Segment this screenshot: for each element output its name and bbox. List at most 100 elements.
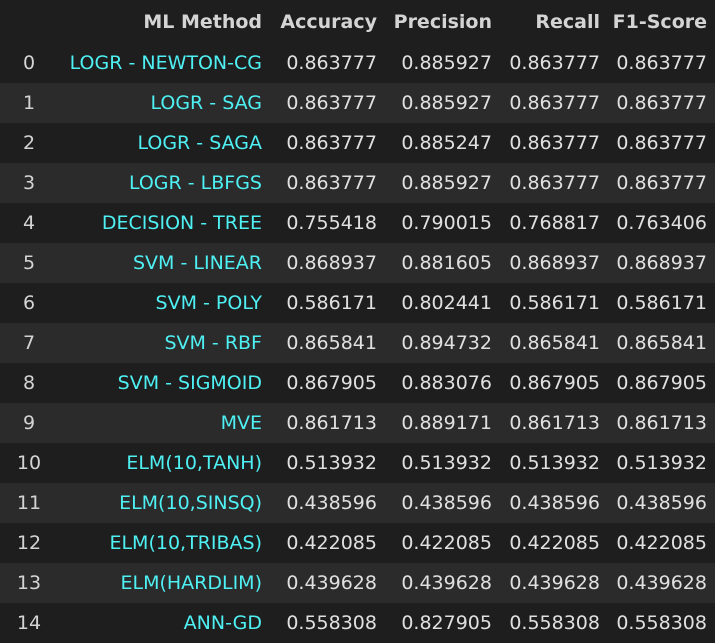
accuracy-cell: 0.439628 bbox=[286, 572, 377, 594]
recall-cell: 0.867905 bbox=[509, 372, 600, 394]
precision-cell: 0.439628 bbox=[401, 572, 492, 594]
table-row: 2 LOGR - SAGA 0.863777 0.885247 0.863777… bbox=[0, 123, 715, 163]
precision-cell: 0.885927 bbox=[401, 172, 492, 194]
f1-cell: 0.868937 bbox=[616, 252, 707, 274]
accuracy-cell: 0.868937 bbox=[286, 252, 377, 274]
header-ml-method: ML Method bbox=[58, 0, 270, 43]
recall-cell: 0.861713 bbox=[509, 412, 600, 434]
precision-cell: 0.889171 bbox=[401, 412, 492, 434]
recall-cell: 0.863777 bbox=[509, 92, 600, 114]
recall-cell: 0.768817 bbox=[509, 212, 600, 234]
table-row: 3 LOGR - LBFGS 0.863777 0.885927 0.86377… bbox=[0, 163, 715, 203]
row-index: 5 bbox=[22, 252, 36, 274]
method-cell: DECISION - TREE bbox=[101, 212, 262, 234]
recall-cell: 0.513932 bbox=[509, 452, 600, 474]
recall-cell: 0.439628 bbox=[509, 572, 600, 594]
row-index: 2 bbox=[22, 132, 36, 154]
method-cell: ELM(HARDLIM) bbox=[120, 572, 262, 594]
precision-cell: 0.885927 bbox=[401, 52, 492, 74]
table-row: 9 MVE 0.861713 0.889171 0.861713 0.86171… bbox=[0, 403, 715, 443]
accuracy-cell: 0.861713 bbox=[286, 412, 377, 434]
precision-cell: 0.885247 bbox=[401, 132, 492, 154]
method-cell: LOGR - SAGA bbox=[137, 132, 262, 154]
table-row: 4 DECISION - TREE 0.755418 0.790015 0.76… bbox=[0, 203, 715, 243]
f1-cell: 0.558308 bbox=[616, 612, 707, 634]
accuracy-cell: 0.863777 bbox=[286, 52, 377, 74]
recall-cell: 0.868937 bbox=[509, 252, 600, 274]
f1-cell: 0.863777 bbox=[616, 92, 707, 114]
accuracy-cell: 0.867905 bbox=[286, 372, 377, 394]
method-cell: ELM(10,TRIBAS) bbox=[109, 532, 262, 554]
method-cell: SVM - POLY bbox=[155, 292, 262, 314]
header-index bbox=[0, 0, 58, 43]
f1-cell: 0.863777 bbox=[616, 52, 707, 74]
recall-cell: 0.558308 bbox=[509, 612, 600, 634]
precision-cell: 0.790015 bbox=[401, 212, 492, 234]
header-precision: Precision bbox=[385, 0, 500, 43]
table-row: 11 ELM(10,SINSQ) 0.438596 0.438596 0.438… bbox=[0, 483, 715, 523]
f1-cell: 0.863777 bbox=[616, 172, 707, 194]
method-cell: SVM - SIGMOID bbox=[117, 372, 262, 394]
accuracy-cell: 0.863777 bbox=[286, 92, 377, 114]
f1-cell: 0.763406 bbox=[616, 212, 707, 234]
precision-cell: 0.881605 bbox=[401, 252, 492, 274]
precision-cell: 0.513932 bbox=[401, 452, 492, 474]
row-index: 11 bbox=[16, 492, 42, 514]
method-cell: ANN-GD bbox=[183, 612, 262, 634]
accuracy-cell: 0.863777 bbox=[286, 132, 377, 154]
method-cell: LOGR - NEWTON-CG bbox=[69, 52, 262, 74]
accuracy-cell: 0.513932 bbox=[286, 452, 377, 474]
recall-cell: 0.422085 bbox=[509, 532, 600, 554]
accuracy-cell: 0.865841 bbox=[286, 332, 377, 354]
f1-cell: 0.422085 bbox=[616, 532, 707, 554]
header-accuracy: Accuracy bbox=[270, 0, 385, 43]
accuracy-cell: 0.863777 bbox=[286, 172, 377, 194]
row-index: 13 bbox=[16, 572, 42, 594]
f1-cell: 0.861713 bbox=[616, 412, 707, 434]
f1-cell: 0.863777 bbox=[616, 132, 707, 154]
header-row: ML Method Accuracy Precision Recall F1-S… bbox=[0, 0, 715, 43]
precision-cell: 0.422085 bbox=[401, 532, 492, 554]
recall-cell: 0.865841 bbox=[509, 332, 600, 354]
table-row: 5 SVM - LINEAR 0.868937 0.881605 0.86893… bbox=[0, 243, 715, 283]
row-index: 6 bbox=[22, 292, 36, 314]
method-cell: LOGR - LBFGS bbox=[128, 172, 262, 194]
precision-cell: 0.883076 bbox=[401, 372, 492, 394]
table-row: 14 ANN-GD 0.558308 0.827905 0.558308 0.5… bbox=[0, 603, 715, 643]
f1-cell: 0.513932 bbox=[616, 452, 707, 474]
method-cell: ELM(10,SINSQ) bbox=[119, 492, 262, 514]
method-cell: LOGR - SAG bbox=[150, 92, 262, 114]
accuracy-cell: 0.755418 bbox=[286, 212, 377, 234]
recall-cell: 0.863777 bbox=[509, 132, 600, 154]
table-row: 13 ELM(HARDLIM) 0.439628 0.439628 0.4396… bbox=[0, 563, 715, 603]
row-index: 4 bbox=[22, 212, 36, 234]
table-row: 7 SVM - RBF 0.865841 0.894732 0.865841 0… bbox=[0, 323, 715, 363]
row-index: 10 bbox=[16, 452, 42, 474]
f1-cell: 0.438596 bbox=[616, 492, 707, 514]
accuracy-cell: 0.558308 bbox=[286, 612, 377, 634]
precision-cell: 0.802441 bbox=[401, 292, 492, 314]
recall-cell: 0.863777 bbox=[509, 172, 600, 194]
accuracy-cell: 0.586171 bbox=[286, 292, 377, 314]
row-index: 8 bbox=[22, 372, 36, 394]
row-index: 0 bbox=[22, 52, 36, 74]
table-body: 0 LOGR - NEWTON-CG 0.863777 0.885927 0.8… bbox=[0, 43, 715, 643]
accuracy-cell: 0.438596 bbox=[286, 492, 377, 514]
recall-cell: 0.438596 bbox=[509, 492, 600, 514]
row-index: 12 bbox=[16, 532, 42, 554]
f1-cell: 0.586171 bbox=[616, 292, 707, 314]
recall-cell: 0.863777 bbox=[509, 52, 600, 74]
method-cell: ELM(10,TANH) bbox=[126, 452, 262, 474]
accuracy-cell: 0.422085 bbox=[286, 532, 377, 554]
method-cell: SVM - LINEAR bbox=[133, 252, 262, 274]
precision-cell: 0.827905 bbox=[401, 612, 492, 634]
precision-cell: 0.438596 bbox=[401, 492, 492, 514]
table-row: 6 SVM - POLY 0.586171 0.802441 0.586171 … bbox=[0, 283, 715, 323]
table-row: 0 LOGR - NEWTON-CG 0.863777 0.885927 0.8… bbox=[0, 43, 715, 83]
table-row: 1 LOGR - SAG 0.863777 0.885927 0.863777 … bbox=[0, 83, 715, 123]
table-row: 10 ELM(10,TANH) 0.513932 0.513932 0.5139… bbox=[0, 443, 715, 483]
method-cell: MVE bbox=[220, 412, 262, 434]
row-index: 1 bbox=[22, 92, 36, 114]
row-index: 7 bbox=[22, 332, 36, 354]
